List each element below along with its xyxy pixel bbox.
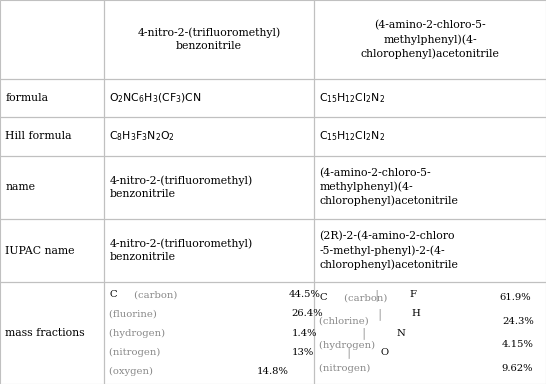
Bar	[104, 282, 314, 384]
Text: $\mathregular{O_2NC_6H_3(CF_3)CN}$: $\mathregular{O_2NC_6H_3(CF_3)CN}$	[109, 91, 201, 105]
Text: │: │	[358, 327, 371, 339]
Bar	[104, 219, 314, 282]
Bar	[0, 156, 104, 219]
Bar	[314, 156, 546, 219]
Text: 24.3%: 24.3%	[502, 317, 533, 326]
Text: 44.5%: 44.5%	[289, 290, 321, 299]
Text: (4-amino-2-chloro-5-
methylphenyl)(4-
chlorophenyl)acetonitrile: (4-amino-2-chloro-5- methylphenyl)(4- ch…	[360, 20, 500, 58]
Text: (nitrogen): (nitrogen)	[109, 348, 164, 357]
Text: │: │	[343, 346, 355, 358]
Bar	[0, 219, 104, 282]
Bar	[104, 0, 314, 79]
Text: (nitrogen): (nitrogen)	[319, 364, 374, 373]
Text: (4-amino-2-chloro-5-
methylphenyl)(4-
chlorophenyl)acetonitrile: (4-amino-2-chloro-5- methylphenyl)(4- ch…	[319, 168, 458, 206]
Text: (hydrogen): (hydrogen)	[319, 340, 379, 349]
Text: (hydrogen): (hydrogen)	[109, 329, 169, 338]
Text: $\mathregular{C_{15}H_{12}Cl_2N_2}$: $\mathregular{C_{15}H_{12}Cl_2N_2}$	[319, 91, 385, 105]
Text: 1.4%: 1.4%	[292, 329, 317, 338]
Text: (chlorine): (chlorine)	[319, 317, 372, 326]
Text: (carbon): (carbon)	[341, 293, 390, 302]
Bar	[0, 79, 104, 117]
Bar	[104, 79, 314, 117]
Text: formula: formula	[5, 93, 49, 103]
Text: $\mathregular{C_{15}H_{12}Cl_2N_2}$: $\mathregular{C_{15}H_{12}Cl_2N_2}$	[319, 129, 385, 143]
Text: C: C	[319, 293, 327, 302]
Bar	[314, 117, 546, 156]
Text: (2R)-2-(4-amino-2-chloro
-5-methyl-phenyl)-2-(4-
chlorophenyl)acetonitrile: (2R)-2-(4-amino-2-chloro -5-methyl-pheny…	[319, 232, 458, 270]
Bar	[104, 117, 314, 156]
Text: O: O	[381, 348, 389, 357]
Bar	[0, 117, 104, 156]
Text: 9.62%: 9.62%	[502, 364, 533, 373]
Text: 4.15%: 4.15%	[502, 341, 533, 349]
Text: mass fractions: mass fractions	[5, 328, 85, 338]
Bar	[314, 219, 546, 282]
Text: (fluorine): (fluorine)	[109, 310, 160, 318]
Text: H: H	[412, 310, 420, 318]
Text: (oxygen): (oxygen)	[109, 367, 156, 376]
Text: IUPAC name: IUPAC name	[5, 245, 75, 256]
Text: C: C	[109, 290, 117, 299]
Text: 61.9%: 61.9%	[499, 293, 531, 302]
Text: N: N	[396, 329, 405, 338]
Text: name: name	[5, 182, 35, 192]
Text: (carbon): (carbon)	[131, 290, 180, 299]
Text: 14.8%: 14.8%	[256, 367, 288, 376]
Bar	[0, 282, 104, 384]
Text: F: F	[409, 290, 416, 299]
Bar	[0, 0, 104, 79]
Text: │: │	[371, 289, 384, 301]
Text: Hill formula: Hill formula	[5, 131, 72, 141]
Text: 4-nitro-2-(trifluoromethyl)
benzonitrile: 4-nitro-2-(trifluoromethyl) benzonitrile	[109, 175, 252, 199]
Bar	[104, 156, 314, 219]
Text: 26.4%: 26.4%	[292, 310, 323, 318]
Bar	[314, 79, 546, 117]
Bar	[314, 0, 546, 79]
Text: │: │	[374, 308, 387, 320]
Text: 4-nitro-2-(trifluoromethyl)
benzonitrile: 4-nitro-2-(trifluoromethyl) benzonitrile	[137, 28, 281, 51]
Text: $\mathregular{C_8H_3F_3N_2O_2}$: $\mathregular{C_8H_3F_3N_2O_2}$	[109, 129, 175, 143]
Text: 4-nitro-2-(trifluoromethyl)
benzonitrile: 4-nitro-2-(trifluoromethyl) benzonitrile	[109, 239, 252, 262]
Bar	[314, 282, 546, 384]
Text: 13%: 13%	[292, 348, 314, 357]
